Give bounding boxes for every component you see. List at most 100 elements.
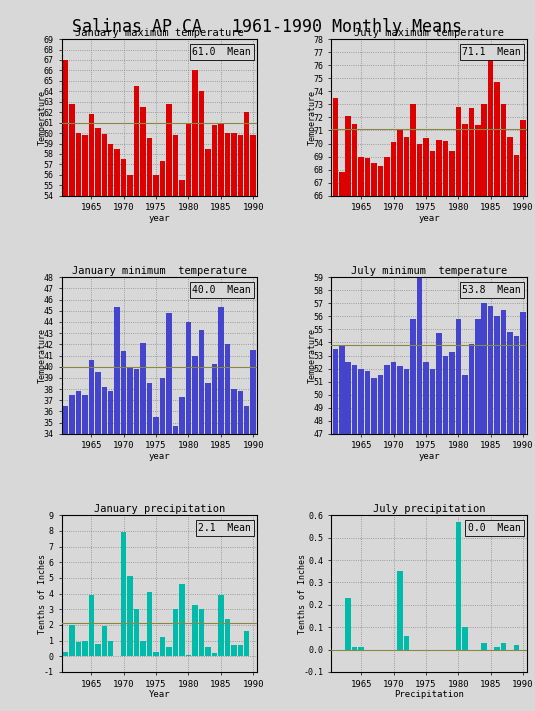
Bar <box>339 345 345 711</box>
Bar <box>89 595 94 656</box>
Bar <box>205 149 211 711</box>
Bar <box>147 592 152 656</box>
Bar <box>160 161 165 711</box>
Bar <box>225 344 230 711</box>
Bar <box>352 124 357 711</box>
Bar <box>514 155 519 711</box>
Title: July maximum temperature: July maximum temperature <box>354 28 504 38</box>
Bar <box>114 307 120 711</box>
Bar <box>482 105 487 711</box>
Bar <box>205 383 211 711</box>
Text: 40.0  Mean: 40.0 Mean <box>193 285 251 295</box>
Bar <box>179 180 185 711</box>
Bar <box>166 104 172 711</box>
Text: 71.1  Mean: 71.1 Mean <box>462 47 521 57</box>
Bar <box>475 319 480 711</box>
Bar <box>346 598 351 650</box>
Bar <box>507 137 513 711</box>
Bar <box>494 316 500 711</box>
Y-axis label: Temperature: Temperature <box>308 90 317 145</box>
X-axis label: year: year <box>149 452 170 461</box>
Bar <box>488 59 493 711</box>
Bar <box>384 156 390 711</box>
Bar <box>140 343 146 711</box>
Bar <box>114 149 120 711</box>
X-axis label: year: year <box>149 214 170 223</box>
Bar <box>166 647 172 656</box>
Bar <box>456 319 461 711</box>
Bar <box>358 368 364 711</box>
Text: 61.0  Mean: 61.0 Mean <box>193 47 251 57</box>
Bar <box>192 604 197 656</box>
Bar <box>147 383 152 711</box>
Bar <box>173 426 178 711</box>
Bar <box>75 133 81 711</box>
Bar <box>95 128 101 711</box>
Bar <box>147 139 152 711</box>
Bar <box>371 378 377 711</box>
Bar <box>456 522 461 650</box>
Bar <box>430 151 435 711</box>
Bar <box>250 135 256 711</box>
Bar <box>186 655 191 656</box>
Bar <box>442 356 448 711</box>
Bar <box>449 151 455 711</box>
Bar <box>494 647 500 650</box>
Bar <box>89 114 94 711</box>
Bar <box>514 336 519 711</box>
Bar <box>173 135 178 711</box>
Bar <box>436 333 442 711</box>
Bar <box>410 319 416 711</box>
Bar <box>134 86 140 711</box>
Bar <box>365 371 370 711</box>
Bar <box>482 304 487 711</box>
Bar <box>501 105 507 711</box>
Bar <box>89 360 94 711</box>
Bar <box>225 133 230 711</box>
Bar <box>238 135 243 711</box>
Bar <box>404 137 409 711</box>
Title: July precipitation: July precipitation <box>373 505 485 515</box>
Bar <box>417 144 422 711</box>
Bar <box>391 142 396 711</box>
Bar <box>250 350 256 711</box>
Bar <box>521 120 526 711</box>
Bar <box>121 351 126 711</box>
Bar <box>108 144 113 711</box>
Bar <box>423 139 429 711</box>
Bar <box>69 395 75 711</box>
Bar <box>333 349 338 711</box>
Bar <box>102 134 107 711</box>
Bar <box>121 159 126 711</box>
Bar <box>244 112 249 711</box>
Bar <box>346 362 351 711</box>
Bar <box>404 636 409 650</box>
Bar <box>488 306 493 711</box>
Bar <box>127 175 133 711</box>
Bar <box>198 609 204 656</box>
Bar <box>192 70 197 711</box>
Y-axis label: Temperature: Temperature <box>308 328 317 383</box>
Text: 2.1  Mean: 2.1 Mean <box>198 523 251 533</box>
Bar <box>352 647 357 650</box>
Bar <box>102 626 107 656</box>
Bar <box>154 175 159 711</box>
Bar <box>410 105 416 711</box>
Bar <box>140 641 146 656</box>
Bar <box>430 368 435 711</box>
Bar <box>417 268 422 711</box>
Bar <box>346 116 351 711</box>
Y-axis label: Tenths of Inches: Tenths of Inches <box>38 554 47 634</box>
Bar <box>358 156 364 711</box>
Bar <box>134 609 140 656</box>
X-axis label: Precipitation: Precipitation <box>394 690 464 699</box>
Bar <box>462 124 468 711</box>
Bar <box>218 122 224 711</box>
Bar <box>404 368 409 711</box>
Bar <box>501 310 507 711</box>
Bar <box>186 122 191 711</box>
Y-axis label: Temperature: Temperature <box>38 90 47 145</box>
Bar <box>218 595 224 656</box>
Title: January minimum  temperature: January minimum temperature <box>72 267 247 277</box>
Bar <box>127 367 133 711</box>
